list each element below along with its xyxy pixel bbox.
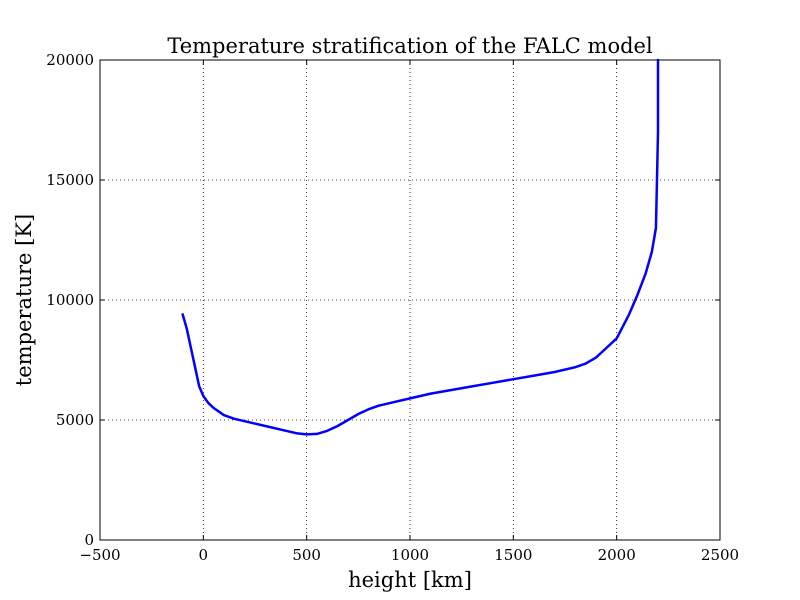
grid-layer bbox=[100, 60, 720, 540]
tick-label-layer: −500 0 500 1000 1500 2000 25000500010000150002… bbox=[46, 51, 739, 564]
tick-layer bbox=[99, 59, 721, 541]
x-axis-label: height [km] bbox=[348, 568, 472, 592]
series-layer bbox=[181, 58, 660, 436]
x-tick-label: 0 bbox=[199, 546, 209, 564]
x-tick-label: 1000 bbox=[391, 546, 429, 564]
x-tick-label: 2000 bbox=[598, 546, 636, 564]
y-tick-label: 15000 bbox=[46, 171, 94, 189]
x-tick-label: 500 bbox=[292, 546, 321, 564]
x-tick-label: 1500 bbox=[494, 546, 532, 564]
x-tick-label: −500 bbox=[79, 546, 120, 564]
y-axis-label: temperature [K] bbox=[12, 214, 36, 386]
y-tick-label: 20000 bbox=[46, 51, 94, 69]
chart-title: Temperature stratification of the FALC m… bbox=[167, 34, 653, 58]
y-tick-label: 5000 bbox=[56, 411, 94, 429]
temperature-line bbox=[181, 58, 660, 436]
y-tick-label: 10000 bbox=[46, 291, 94, 309]
y-tick-label: 0 bbox=[84, 531, 94, 549]
x-tick-label: 2500 bbox=[701, 546, 739, 564]
